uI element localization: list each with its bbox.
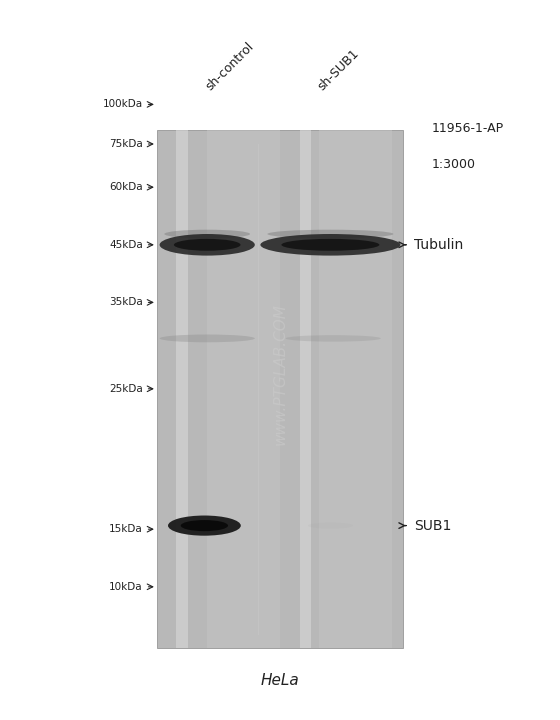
Ellipse shape [267,230,393,238]
Text: 11956-1-AP: 11956-1-AP [431,122,503,135]
Text: Tubulin: Tubulin [414,238,464,252]
Text: www.PTGLAB.COM: www.PTGLAB.COM [273,303,287,446]
Text: 1:3000: 1:3000 [431,158,475,171]
Text: 10kDa: 10kDa [109,582,143,592]
FancyBboxPatch shape [157,130,403,648]
Ellipse shape [260,234,400,256]
Text: sh-control: sh-control [204,40,257,94]
FancyBboxPatch shape [319,130,392,648]
Text: 75kDa: 75kDa [109,139,143,149]
Bar [300,130,311,648]
Text: 25kDa: 25kDa [109,384,143,394]
Text: 15kDa: 15kDa [109,524,143,534]
Text: 60kDa: 60kDa [109,182,143,192]
Ellipse shape [308,523,353,528]
Text: 100kDa: 100kDa [102,99,143,109]
Text: 35kDa: 35kDa [109,297,143,307]
Text: SUB1: SUB1 [414,518,452,533]
Ellipse shape [164,230,250,238]
Ellipse shape [160,234,255,256]
Ellipse shape [181,520,228,531]
Bar [176,130,188,648]
Text: 45kDa: 45kDa [109,240,143,250]
FancyBboxPatch shape [207,130,280,648]
Ellipse shape [174,239,240,251]
Ellipse shape [160,335,255,342]
Ellipse shape [281,239,380,251]
Ellipse shape [286,335,381,341]
Text: HeLa: HeLa [260,673,300,688]
Text: sh-SUB1: sh-SUB1 [316,48,362,94]
Ellipse shape [168,516,241,536]
